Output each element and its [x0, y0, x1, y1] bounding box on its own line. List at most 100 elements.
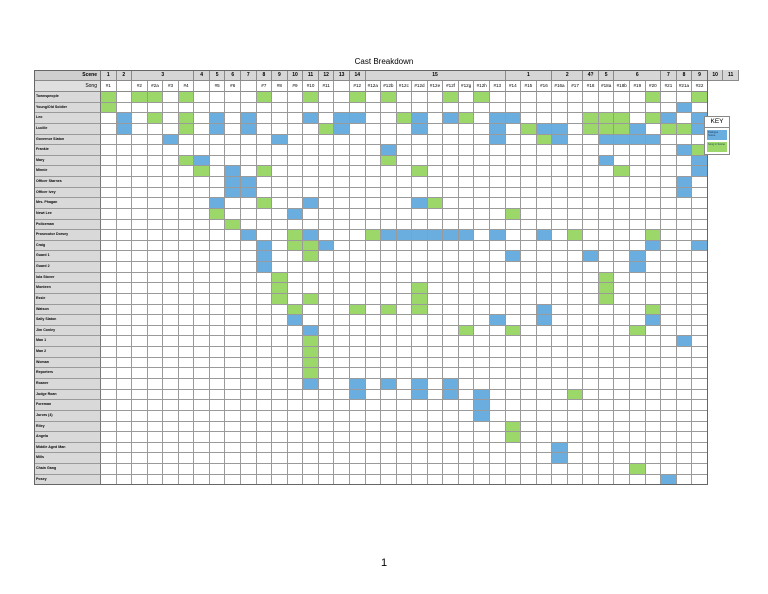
- table-cell: [178, 208, 195, 220]
- table-cell: [209, 379, 226, 390]
- table-cell: [458, 336, 475, 348]
- table-cell: [598, 187, 615, 199]
- table-cell: [645, 357, 662, 369]
- table-cell: [676, 389, 693, 401]
- table-cell: [178, 315, 195, 326]
- cast-member-name: Jim Conley: [34, 325, 101, 337]
- table-cell: [303, 357, 319, 369]
- table-cell: [474, 198, 490, 209]
- table-cell: [178, 102, 195, 114]
- table-cell: [147, 474, 164, 486]
- table-cell: [272, 177, 288, 188]
- table-cell: [287, 325, 304, 337]
- table-cell: [381, 347, 397, 358]
- table-cell: [194, 325, 210, 337]
- table-cell: [598, 166, 615, 178]
- table-cell: [598, 464, 615, 475]
- table-cell: [474, 474, 490, 486]
- table-cell: [194, 123, 210, 135]
- table-cell: [567, 272, 584, 284]
- table-cell: [458, 123, 475, 135]
- table-cell: [536, 262, 553, 273]
- table-cell: [676, 262, 693, 273]
- table-cell: [567, 251, 584, 263]
- table-cell: [318, 240, 335, 252]
- table-cell: [287, 166, 304, 178]
- table-cell: [490, 240, 506, 252]
- table-cell: [334, 230, 350, 241]
- table-cell: [132, 113, 148, 124]
- table-cell: [505, 113, 522, 124]
- table-cell: [241, 325, 257, 337]
- scene-header-cell: 5: [209, 70, 226, 81]
- table-cell: [630, 145, 646, 156]
- table-cell: [334, 262, 350, 273]
- table-cell: [318, 198, 335, 209]
- table-cell: [676, 283, 693, 294]
- table-cell: [490, 177, 506, 188]
- table-cell: [645, 379, 662, 390]
- song-header-cell: #8: [272, 81, 288, 92]
- table-cell: [256, 379, 273, 390]
- table-cell: [287, 315, 304, 326]
- table-cell: [318, 410, 335, 422]
- table-cell: [303, 123, 319, 135]
- table-cell: [521, 453, 537, 465]
- table-cell: [474, 442, 490, 454]
- table-cell: [427, 453, 444, 465]
- table-cell: [163, 155, 179, 167]
- table-cell: [349, 347, 366, 358]
- table-cell: [303, 347, 319, 358]
- table-cell: [116, 474, 133, 486]
- table-cell: [676, 134, 693, 146]
- cast-member-name: Guard 2: [34, 262, 101, 273]
- table-cell: [396, 421, 413, 433]
- table-cell: [101, 230, 117, 241]
- table-cell: [692, 400, 708, 411]
- song-header-cell: #3: [163, 81, 179, 92]
- table-cell: [365, 208, 382, 220]
- table-cell: [583, 421, 599, 433]
- table-cell: [147, 336, 164, 348]
- table-cell: [521, 357, 537, 369]
- table-cell: [474, 187, 490, 199]
- table-cell: [396, 464, 413, 475]
- table-cell: [194, 177, 210, 188]
- table-cell: [536, 315, 553, 326]
- table-cell: [536, 283, 553, 294]
- table-cell: [536, 421, 553, 433]
- table-cell: [303, 187, 319, 199]
- table-cell: [458, 166, 475, 178]
- table-cell: [381, 240, 397, 252]
- cast-member-name: Sally Slaton: [34, 315, 101, 326]
- table-cell: [287, 145, 304, 156]
- table-cell: [334, 208, 350, 220]
- table-cell: [303, 421, 319, 433]
- table-cell: [209, 113, 226, 124]
- table-cell: [614, 400, 631, 411]
- table-cell: [474, 432, 490, 443]
- table-cell: [272, 198, 288, 209]
- table-cell: [427, 464, 444, 475]
- table-cell: [334, 357, 350, 369]
- table-cell: [614, 474, 631, 486]
- table-cell: [645, 283, 662, 294]
- table-cell: [458, 325, 475, 337]
- song-header-cell: #4: [178, 81, 195, 92]
- table-cell: [381, 134, 397, 146]
- table-cell: [272, 368, 288, 379]
- scene-header-cell: 6: [614, 70, 662, 81]
- table-cell: [225, 453, 242, 465]
- table-cell: [256, 123, 273, 135]
- table-cell: [381, 230, 397, 241]
- table-cell: [256, 304, 273, 316]
- song-header-cell: #19: [630, 81, 646, 92]
- table-cell: [349, 251, 366, 263]
- table-cell: [567, 389, 584, 401]
- table-cell: [645, 304, 662, 316]
- table-cell: [349, 219, 366, 231]
- table-cell: [505, 453, 522, 465]
- table-cell: [132, 389, 148, 401]
- table-cell: [552, 304, 568, 316]
- table-cell: [349, 432, 366, 443]
